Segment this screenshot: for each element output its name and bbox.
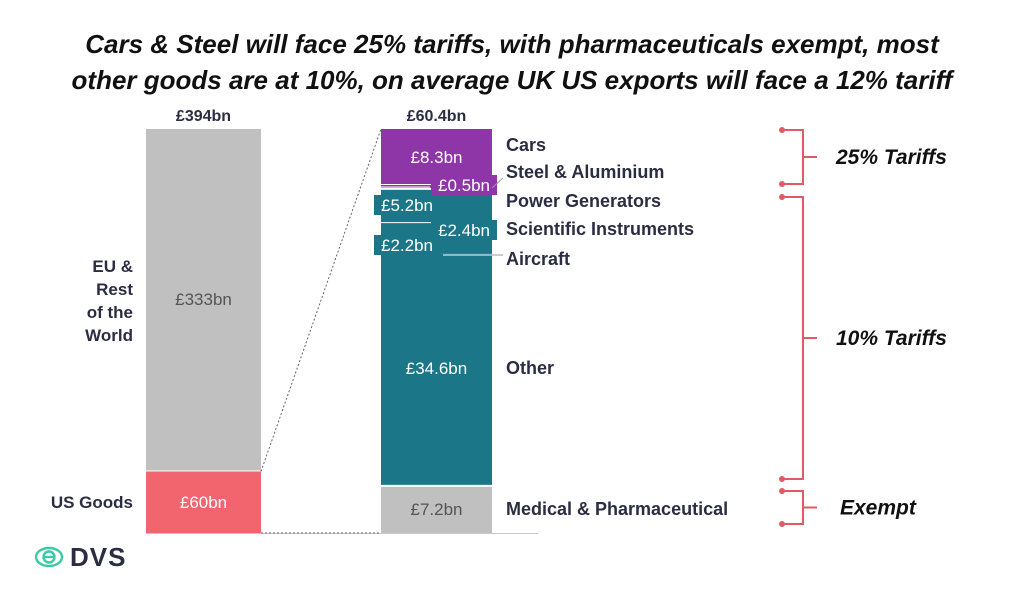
label-box-power-generators (374, 195, 440, 215)
zoom-line-top (260, 128, 382, 472)
total-label-left-bar: £394bn (176, 108, 231, 125)
category-label-other: Other (506, 358, 554, 378)
category-label-eu-rest-line-3: of the (87, 303, 133, 322)
data-label-eu-rest-of-world: £333bn (175, 290, 232, 309)
category-label-us-goods: US Goods (51, 493, 133, 512)
data-label-other: £34.6bn (406, 359, 467, 378)
bracket-exempt (782, 490, 817, 525)
data-label-power-generators: £5.2bn (381, 196, 433, 215)
title-line-1: Cars & Steel will face 25% tariffs, with… (85, 29, 939, 59)
data-label-cars: £8.3bn (411, 148, 463, 167)
label-box-aircraft (374, 235, 440, 255)
label-box-steel-aluminium (431, 175, 497, 195)
bar-segment-eu-rest-of-world (146, 129, 261, 471)
category-label-eu-rest-line-4: World (85, 326, 133, 345)
bracket-end-exempt-bottom (779, 521, 785, 527)
logo-text: DVS (70, 541, 127, 572)
category-label-cars: Cars (506, 135, 546, 155)
data-label-scientific-instruments: £2.4bn (438, 221, 490, 240)
pointer-steel (491, 177, 504, 189)
category-label-power-generators: Power Generators (506, 191, 661, 211)
title-line-2: other goods are at 10%, on average UK US… (71, 65, 953, 95)
bracket-10-tariffs (782, 196, 817, 480)
category-label-eu-rest-line-2: Rest (96, 280, 133, 299)
data-label-medical-pharmaceutical: £7.2bn (411, 500, 463, 519)
bar-segment-other (381, 253, 492, 485)
dvs-logo: DVS (34, 540, 126, 574)
bracket-label-10-tariffs: 10% Tariffs (836, 327, 947, 350)
chart-title: Cars & Steel will face 25% tariffs, with… (0, 26, 1024, 98)
label-box-scientific-instruments (431, 220, 497, 240)
total-label-right-bar: £60.4bn (407, 108, 467, 125)
bracket-25-tariffs (782, 129, 817, 185)
bracket-end-10-tariffs-top (779, 194, 785, 200)
category-label-scientific-instruments: Scientific Instruments (506, 219, 694, 239)
category-label-aircraft: Aircraft (506, 249, 570, 269)
bracket-label-25-tariffs: 25% Tariffs (835, 146, 947, 169)
bar-segment-us-goods (146, 471, 261, 533)
data-label-aircraft: £2.2bn (381, 236, 433, 255)
bracket-end-25-tariffs-top (779, 127, 785, 133)
data-label-us-goods: £60bn (180, 493, 227, 512)
eye-logo-icon (34, 546, 64, 568)
data-label-steel-aluminium: £0.5bn (438, 176, 490, 195)
bar-segment-medical-pharmaceutical (381, 486, 492, 533)
category-label-eu-rest-line-1: EU & (92, 257, 133, 276)
bracket-end-10-tariffs-bottom (779, 476, 785, 482)
category-label-medical-pharmaceutical: Medical & Pharmaceutical (506, 499, 728, 519)
bracket-end-25-tariffs-bottom (779, 181, 785, 187)
category-label-steel-aluminium: Steel & Aluminium (506, 162, 664, 182)
bracket-label-exempt: Exempt (840, 497, 917, 520)
bracket-end-exempt-top (779, 488, 785, 494)
